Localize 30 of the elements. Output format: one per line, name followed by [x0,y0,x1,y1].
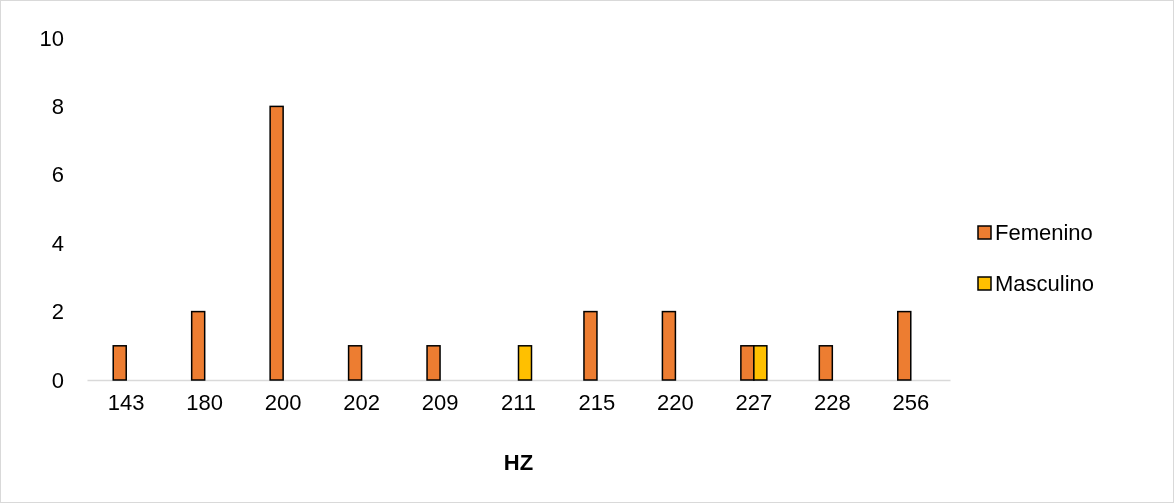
y-tick-label: 6 [51,162,64,188]
y-tick-label: 8 [51,93,64,119]
x-tick-label: 256 [892,389,930,415]
x-tick-label: 202 [343,389,380,415]
x-tick-label: 200 [264,389,302,415]
bar [517,345,533,381]
bar [347,345,363,381]
x-tick-label: 220 [657,389,694,415]
bar [661,310,677,381]
x-tick-label: 180 [186,389,224,415]
x-tick-label: 215 [578,389,616,415]
bar [583,310,598,381]
x-tick-label: 227 [735,389,773,415]
y-tick-label: 4 [51,230,64,256]
bar [190,310,206,381]
x-tick-label: 228 [813,389,851,415]
bar [818,345,834,381]
x-tick-label: 209 [421,389,459,415]
x-tick-label: 143 [107,389,145,415]
y-tick-label: 10 [39,25,64,51]
bar [112,345,127,381]
x-axis-title: HZ [503,450,534,475]
legend-label: Femenino [995,220,1093,245]
bar [897,310,912,381]
bar [269,105,284,381]
legend-label: Masculino [995,271,1095,296]
y-tick-label: 2 [51,299,64,325]
x-tick-label: 211 [500,389,537,415]
y-tick-label: 0 [51,367,64,393]
bar [426,345,441,381]
